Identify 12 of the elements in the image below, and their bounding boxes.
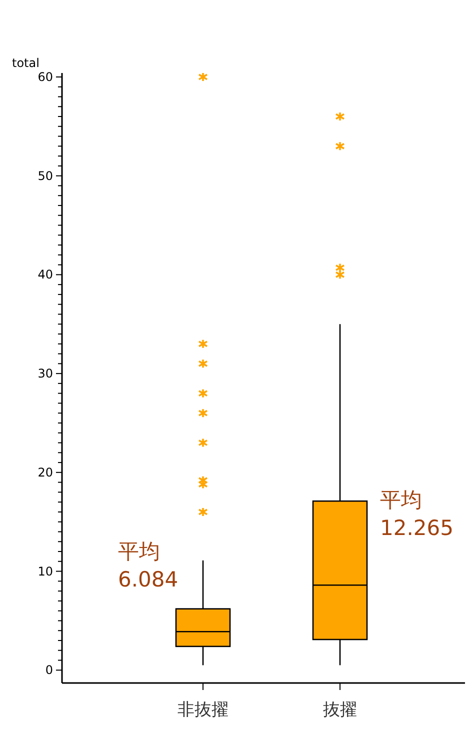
y-tick-label: 30 <box>38 366 53 381</box>
annotation: 平均 6.084 <box>118 539 178 592</box>
y-tick-label: 40 <box>38 268 53 282</box>
y-tick-label: 10 <box>38 564 53 578</box>
y-tick-label: 60 <box>38 70 53 84</box>
x-tick-label: 非抜擢 <box>178 700 228 720</box>
y-tick-label: 50 <box>38 168 53 183</box>
annotation: 平均 12.265 <box>380 488 454 540</box>
y-tick-label: 20 <box>38 465 53 480</box>
x-tick-label: 抜擢 <box>323 700 357 720</box>
y-axis-title: total <box>12 56 40 70</box>
y-tick-label: 0 <box>45 663 53 678</box>
